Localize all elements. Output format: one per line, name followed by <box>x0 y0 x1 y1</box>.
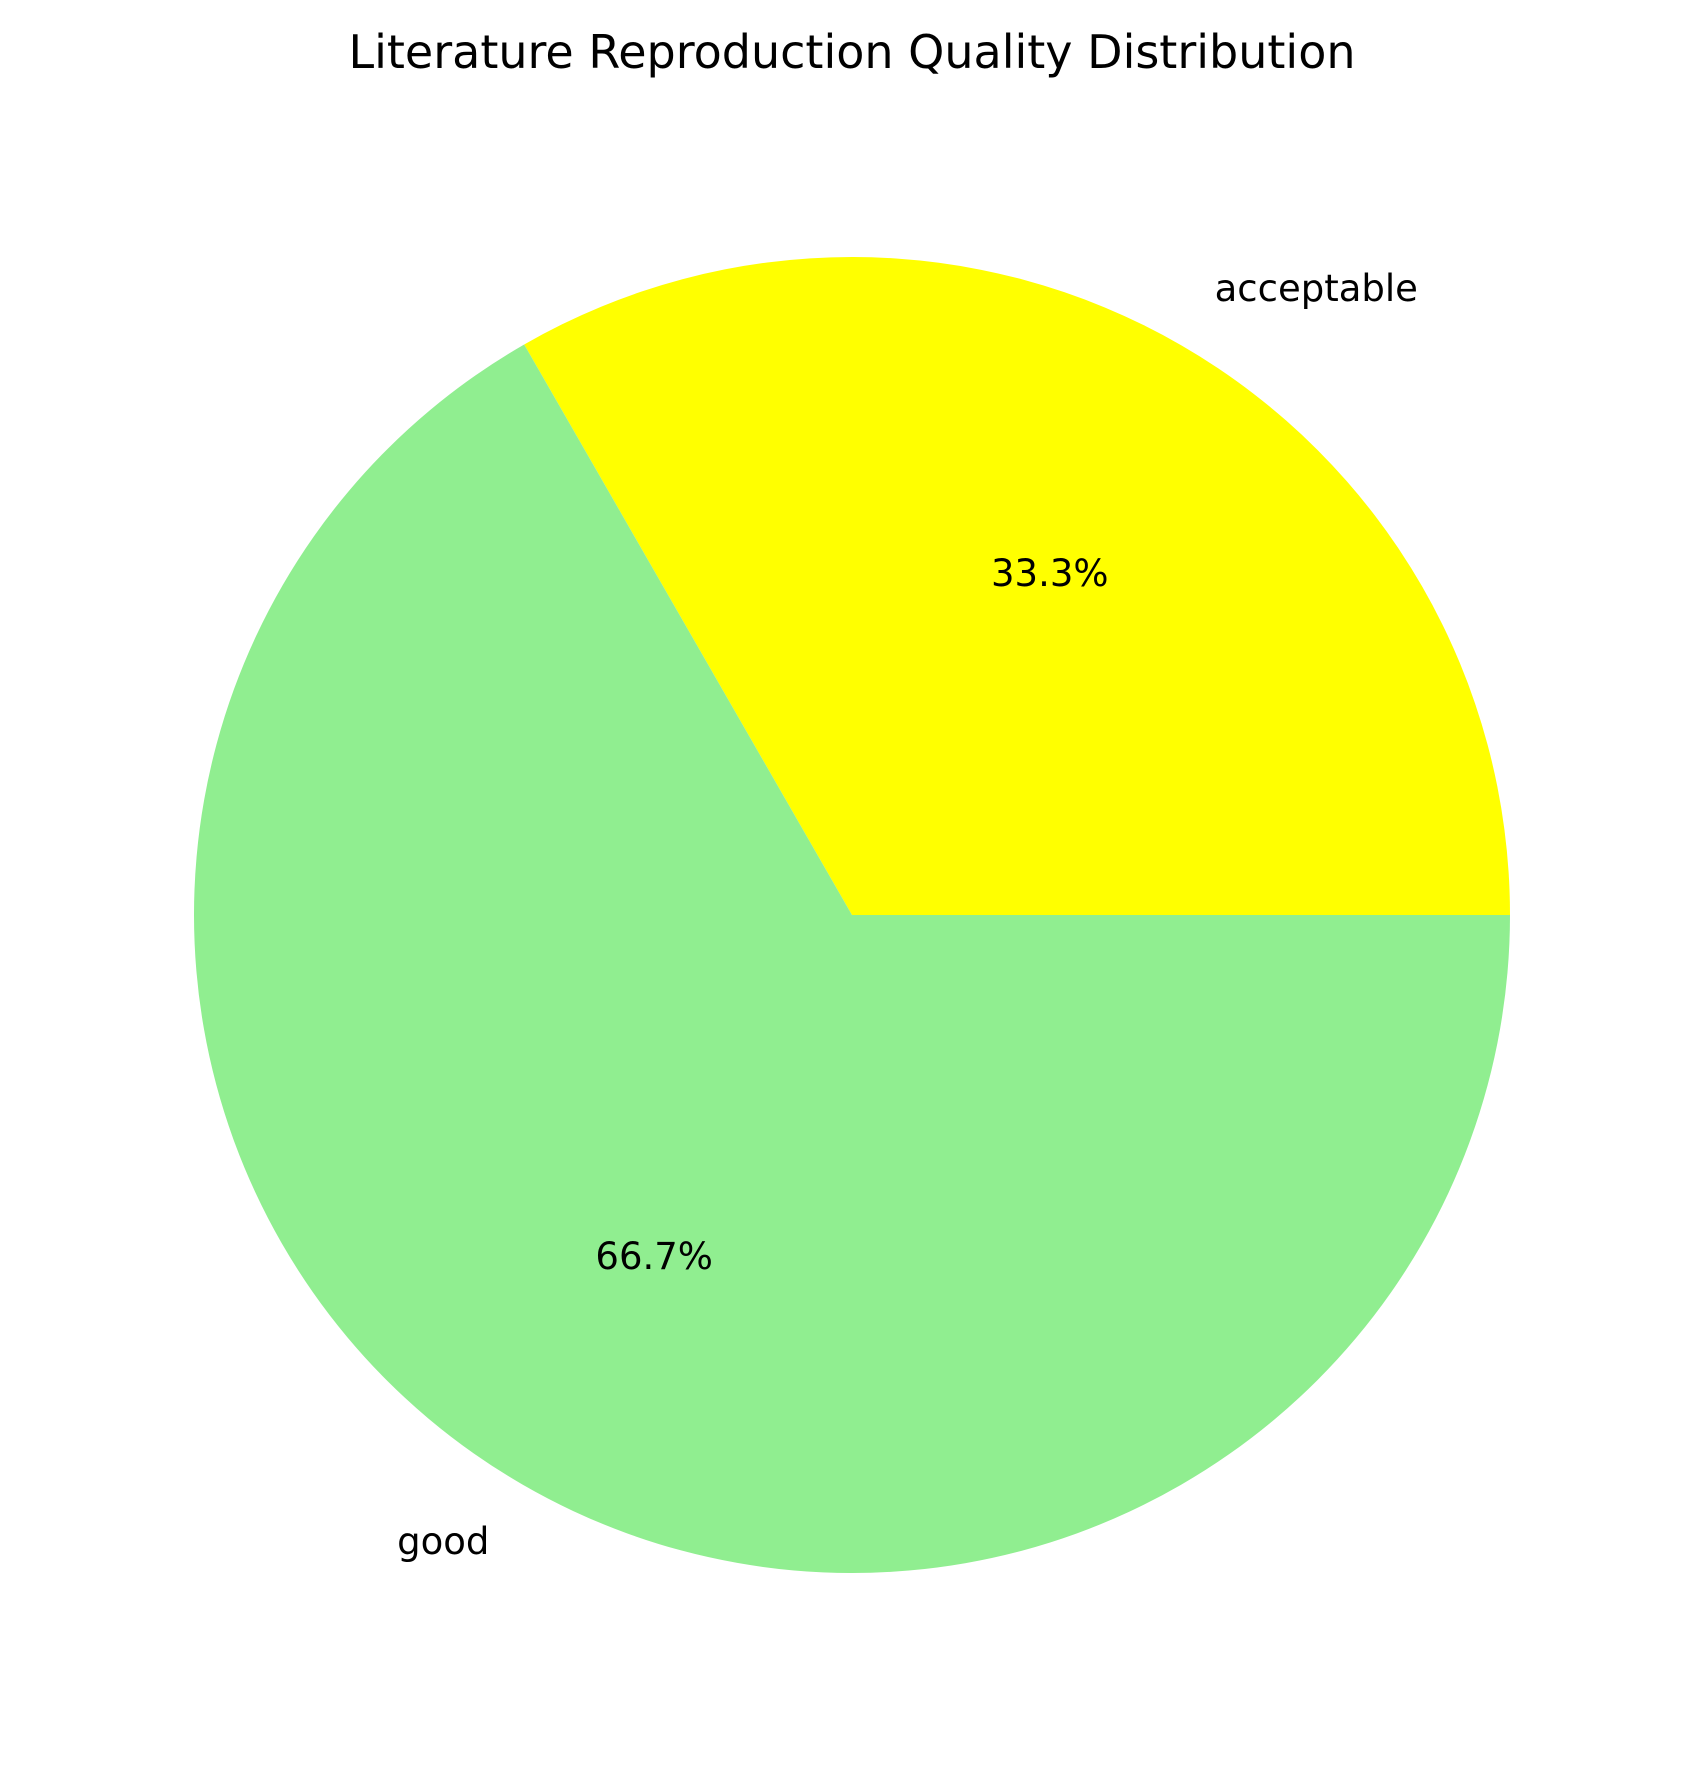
pie-labels: acceptable 33.3% good 66.7% <box>397 267 1418 1563</box>
pie-slice-acceptable <box>524 257 1510 915</box>
slice-label-good: good <box>397 1520 489 1563</box>
pct-label-acceptable: 33.3% <box>991 552 1109 595</box>
pct-label-good: 66.7% <box>595 1235 713 1278</box>
slice-label-acceptable: acceptable <box>1215 267 1418 310</box>
chart-title: Literature Reproduction Quality Distribu… <box>348 25 1355 79</box>
pie-slice-good <box>194 344 1511 1574</box>
pie-slices <box>194 257 1511 1574</box>
